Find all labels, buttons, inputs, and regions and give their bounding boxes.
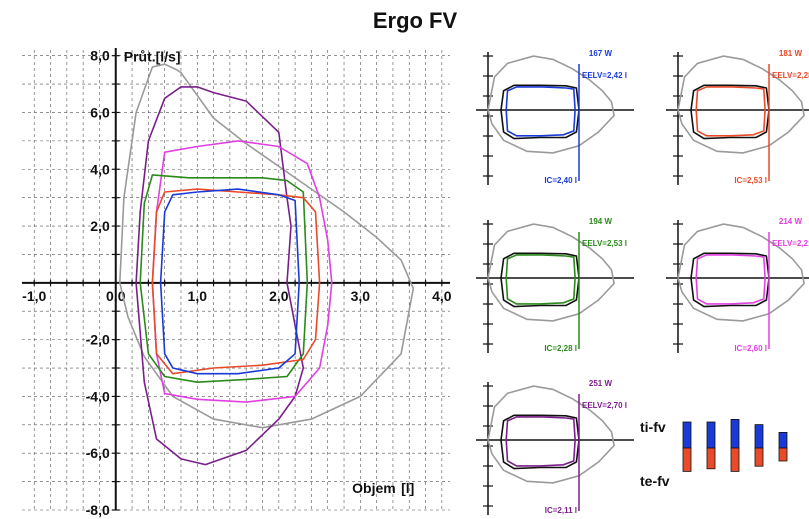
te-fv-bar [754, 447, 764, 467]
y-tick-label: -8,0 [86, 502, 110, 518]
panel-ic-label: IC=2,40 l [544, 176, 577, 185]
panel-eelv-label: EELV=2,28 l [772, 71, 809, 80]
panel-stage-loop [505, 86, 576, 137]
panel-stage-loop [695, 254, 766, 305]
x-tick-label: 4,0 [432, 288, 452, 304]
x-tick-label: 0,0 [106, 288, 126, 304]
x-tick-label: 1,0 [188, 288, 208, 304]
series-line-magenta [151, 140, 333, 403]
series-line-green [139, 174, 309, 384]
series-line-blue [159, 188, 301, 375]
panel-green: 194 W EELV=2,53 l IC=2,28 l [476, 217, 634, 353]
y-tick-label: 2,0 [90, 218, 110, 234]
panel-stage-label: 251 W [589, 379, 613, 388]
te-fv-bar [682, 447, 692, 472]
main-flow-volume-chart: -1,0 0,0 1,0 2,0 3,0 4,0 8,0 6,0 4,0 2,0 -2,0 -4,0 -… [22, 48, 452, 518]
panel-stage-loop [505, 254, 576, 305]
panel-blue: 167 W EELV=2,42 l IC=2,40 l [476, 49, 634, 185]
te-fv-bar [730, 447, 740, 472]
ti-fv-bar [778, 431, 788, 449]
panel-purple: 251 W EELV=2,70 l IC=2,11 l [476, 379, 634, 515]
te-fv-bar [706, 447, 716, 470]
x-axis-unit: [l] [401, 480, 414, 496]
panel-magenta: 214 W EELV=2,21 l IC=2,60 l [666, 217, 809, 353]
y-axis-label: Průt.[l/s] [124, 49, 181, 65]
y-tick-label: -6,0 [86, 445, 110, 461]
y-tick-label: 4,0 [90, 161, 110, 177]
te-fv-label: te-fv [640, 473, 670, 489]
panel-reference-loop [500, 252, 580, 308]
panel-ic-label: IC=2,53 l [734, 176, 767, 185]
ti-fv-bar [682, 421, 692, 449]
series-line-gray [119, 63, 415, 429]
panel-red: 181 W EELV=2,28 l IC=2,53 l [666, 49, 809, 185]
y-tick-label: -2,0 [86, 332, 110, 348]
stage-panels: 167 W EELV=2,42 l IC=2,40 l 181 W EELV=2,28 … [476, 49, 809, 515]
panel-stage-loop [695, 86, 766, 137]
ti-te-bar-chart: ti-fv te-fv [640, 418, 788, 489]
panel-max-loop [487, 223, 615, 322]
x-tick-label: -1,0 [22, 288, 46, 304]
ti-fv-bar [730, 418, 740, 449]
y-tick-label: 8,0 [90, 48, 110, 64]
figure-title: Ergo FV [373, 8, 458, 33]
ti-fv-bar [754, 424, 764, 449]
te-fv-bar [778, 447, 788, 462]
panel-stage-label: 167 W [589, 49, 613, 58]
panel-ic-label: IC=2,60 l [734, 344, 767, 353]
panel-stage-label: 214 W [779, 217, 803, 226]
panel-max-loop [677, 55, 805, 154]
panel-eelv-label: EELV=2,21 l [772, 239, 809, 248]
x-tick-label: 2,0 [269, 288, 289, 304]
panel-ic-label: IC=2,11 l [545, 506, 577, 515]
y-tick-label: -4,0 [86, 388, 110, 404]
panel-eelv-label: EELV=2,42 l [582, 71, 627, 80]
x-tick-label: 3,0 [351, 288, 371, 304]
panel-reference-loop [500, 84, 580, 140]
x-axis-label: Objem [352, 480, 396, 496]
panel-stage-label: 181 W [779, 49, 803, 58]
panel-stage-loop [505, 416, 576, 467]
series-line-red [151, 188, 321, 375]
panel-reference-loop [690, 252, 770, 308]
series-line-purple [135, 86, 305, 466]
panel-ic-label: IC=2,28 l [544, 344, 577, 353]
ti-fv-label: ti-fv [640, 419, 666, 435]
panel-reference-loop [500, 414, 580, 470]
panel-max-loop [677, 223, 805, 322]
y-tick-label: 6,0 [90, 104, 110, 120]
panel-reference-loop [690, 84, 770, 140]
panel-max-loop [487, 385, 615, 484]
ti-fv-bar [706, 421, 716, 449]
panel-stage-label: 194 W [589, 217, 613, 226]
panel-max-loop [487, 55, 615, 154]
panel-eelv-label: EELV=2,53 l [582, 239, 627, 248]
panel-eelv-label: EELV=2,70 l [582, 401, 627, 410]
